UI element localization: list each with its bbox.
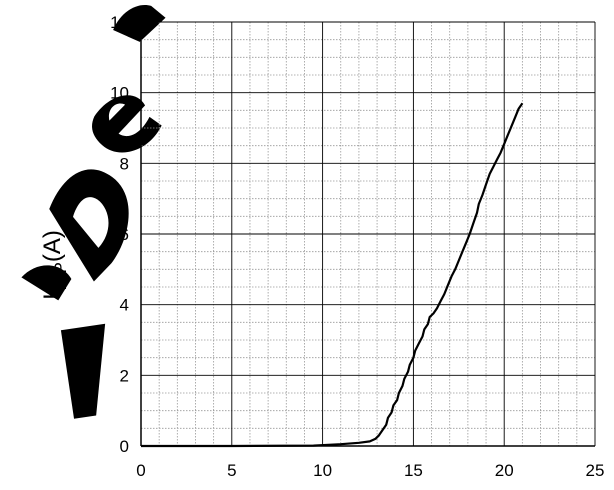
y-tick-label: 2 [120, 366, 129, 385]
x-tick-label: 5 [227, 461, 236, 480]
y-tick-label: 12 [110, 13, 129, 32]
x-tick-label: 20 [495, 461, 514, 480]
x-tick-label: 25 [586, 461, 605, 480]
major-gridlines [140, 21, 596, 447]
x-tick-label: 0 [136, 461, 145, 480]
y-tick-label: 0 [120, 437, 129, 456]
minor-gridlines [141, 22, 595, 446]
y-tick-label: 8 [120, 154, 129, 173]
y-axis-label-unit: (A) [39, 230, 66, 262]
x-tick-labels: 0 5 10 15 20 25 [136, 461, 604, 480]
y-tick-labels: 0 2 4 6 8 10 12 [110, 13, 129, 456]
watermark [21, 5, 166, 419]
x-tick-label: 15 [404, 461, 423, 480]
series-line [141, 102, 524, 448]
y-axis-label: ITLP(A) [39, 230, 70, 300]
y-tick-label: 4 [120, 296, 129, 315]
y-axis-label-main: I [39, 293, 66, 300]
y-axis-label-subscript: TLP [51, 262, 70, 293]
y-tick-label: 6 [120, 225, 129, 244]
x-tick-label: 10 [313, 461, 332, 480]
y-tick-label: 10 [110, 84, 129, 103]
series [141, 102, 524, 448]
